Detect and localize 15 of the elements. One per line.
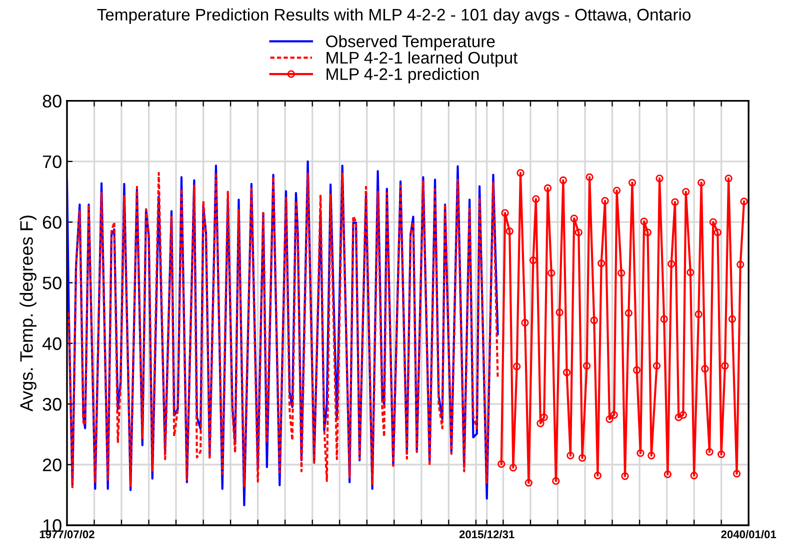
x-tick-label: 1977/07/02 (40, 530, 94, 538)
y-axis-title: Avgs. Temp. (degrees F) (20, 216, 36, 412)
legend-label: MLP 4-2-1 learned Output (326, 51, 518, 67)
x-tick-label: 2015/12/31 (459, 530, 514, 538)
y-tick-label: 50 (42, 276, 62, 290)
y-tick-label: 70 (42, 155, 62, 168)
y-tick-label: 40 (42, 337, 62, 350)
legend-label: MLP 4-2-1 prediction (326, 68, 479, 84)
y-tick-label: 60 (42, 216, 62, 229)
y-tick-label: 30 (42, 398, 62, 411)
chart-title: Temperature Prediction Results with MLP 4-2-2 - 101 day avgs - Ottawa, Ontario (97, 8, 691, 24)
y-tick-label: 20 (42, 458, 62, 472)
y-tick-label: 80 (42, 94, 62, 108)
legend-label: Observed Temperature (326, 35, 495, 51)
x-tick-label: 2040/01/01 (721, 530, 776, 538)
